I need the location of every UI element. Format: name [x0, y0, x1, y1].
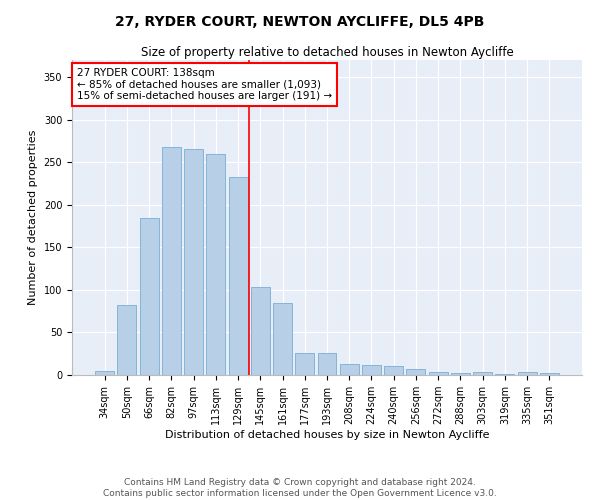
Bar [317, 353, 337, 375]
Bar [340, 364, 359, 375]
Bar [406, 369, 425, 375]
Bar [473, 372, 492, 375]
Text: 27 RYDER COURT: 138sqm
← 85% of detached houses are smaller (1,093)
15% of semi-: 27 RYDER COURT: 138sqm ← 85% of detached… [77, 68, 332, 101]
Y-axis label: Number of detached properties: Number of detached properties [28, 130, 38, 305]
Bar [229, 178, 248, 375]
Bar [140, 218, 158, 375]
Bar [518, 372, 536, 375]
Bar [362, 365, 381, 375]
Text: Contains HM Land Registry data © Crown copyright and database right 2024.
Contai: Contains HM Land Registry data © Crown c… [103, 478, 497, 498]
Bar [384, 366, 403, 375]
Bar [95, 370, 114, 375]
Bar [429, 372, 448, 375]
Bar [206, 154, 225, 375]
Bar [540, 374, 559, 375]
Text: 27, RYDER COURT, NEWTON AYCLIFFE, DL5 4PB: 27, RYDER COURT, NEWTON AYCLIFFE, DL5 4P… [115, 15, 485, 29]
Title: Size of property relative to detached houses in Newton Aycliffe: Size of property relative to detached ho… [140, 46, 514, 59]
Bar [184, 150, 203, 375]
Bar [118, 305, 136, 375]
X-axis label: Distribution of detached houses by size in Newton Aycliffe: Distribution of detached houses by size … [165, 430, 489, 440]
Bar [451, 374, 470, 375]
Bar [295, 353, 314, 375]
Bar [251, 288, 270, 375]
Bar [496, 374, 514, 375]
Bar [273, 302, 292, 375]
Bar [162, 147, 181, 375]
